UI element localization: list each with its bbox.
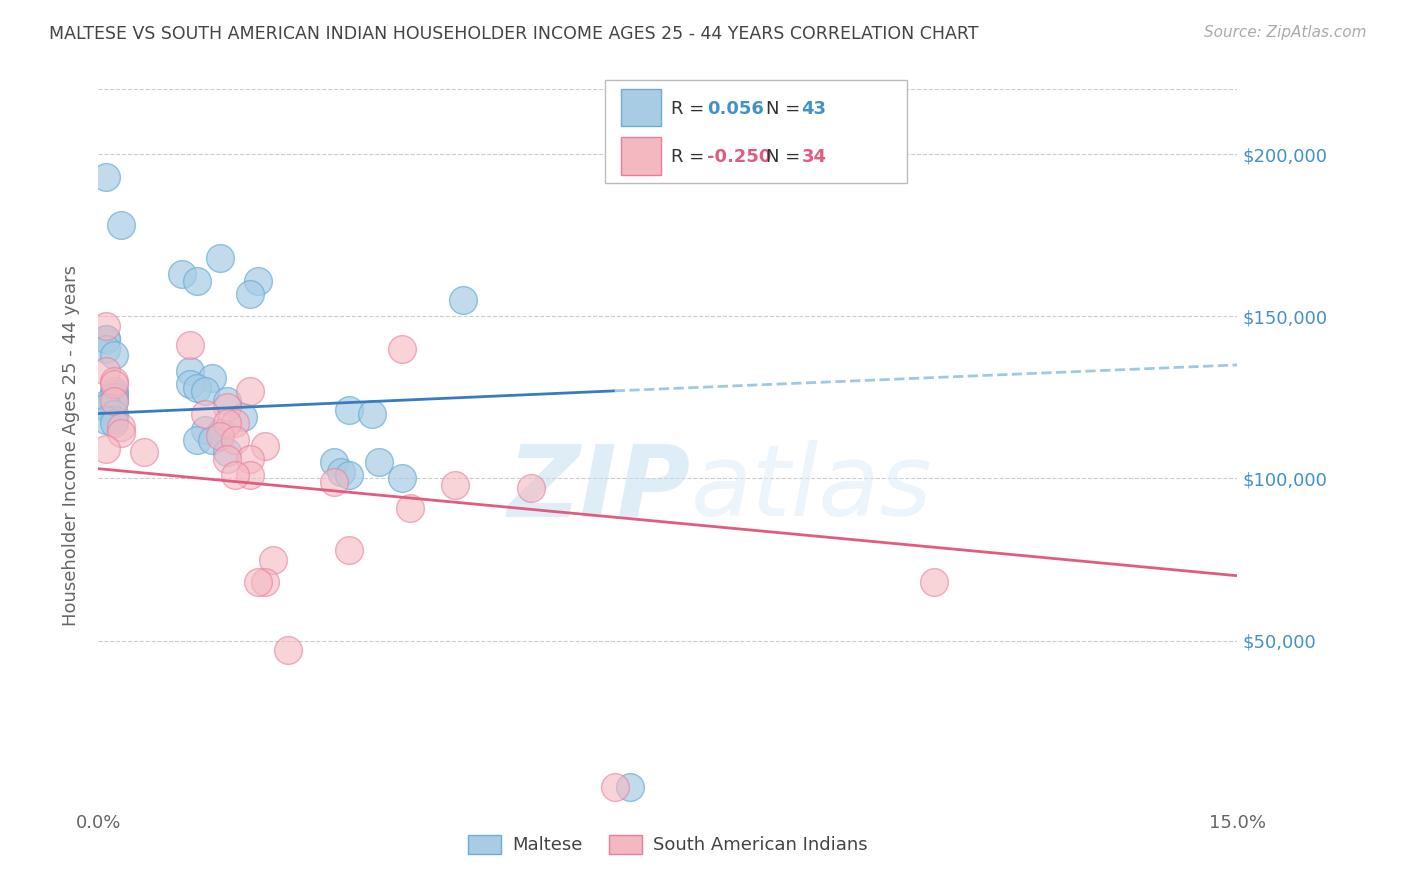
Point: [186, 433, 208, 447]
Legend: Maltese, South American Indians: Maltese, South American Indians: [461, 828, 875, 862]
Point: [110, 425, 132, 440]
Text: N =: N =: [766, 100, 806, 118]
Point: [110, 419, 132, 434]
Point: [103, 384, 125, 398]
Point: [619, 780, 641, 794]
Text: atlas: atlas: [690, 441, 932, 537]
Point: [186, 274, 208, 288]
Point: [391, 342, 413, 356]
Point: [217, 417, 239, 431]
Text: 43: 43: [801, 100, 827, 118]
Point: [201, 433, 224, 447]
Point: [103, 413, 125, 427]
Point: [94, 318, 117, 333]
Point: [94, 413, 117, 427]
Point: [103, 417, 125, 431]
Point: [94, 442, 117, 457]
Point: [201, 371, 224, 385]
Point: [520, 481, 543, 495]
Point: [337, 403, 360, 417]
Point: [451, 293, 474, 307]
Point: [103, 387, 125, 401]
Point: [186, 381, 208, 395]
Point: [398, 500, 420, 515]
Point: [444, 478, 467, 492]
Point: [103, 390, 125, 404]
Point: [254, 575, 277, 590]
Point: [224, 433, 246, 447]
Point: [179, 338, 201, 352]
Point: [94, 400, 117, 414]
Point: [217, 445, 239, 459]
Point: [391, 471, 413, 485]
Point: [239, 468, 262, 483]
Point: [208, 425, 231, 440]
Point: [208, 429, 231, 443]
Point: [194, 423, 217, 437]
Point: [337, 542, 360, 557]
Point: [239, 286, 262, 301]
Text: N =: N =: [766, 148, 806, 166]
Point: [239, 452, 262, 467]
Text: Source: ZipAtlas.com: Source: ZipAtlas.com: [1204, 25, 1367, 40]
Text: ZIP: ZIP: [508, 441, 690, 537]
Point: [246, 575, 269, 590]
Point: [103, 377, 125, 392]
Text: MALTESE VS SOUTH AMERICAN INDIAN HOUSEHOLDER INCOME AGES 25 - 44 YEARS CORRELATI: MALTESE VS SOUTH AMERICAN INDIAN HOUSEHO…: [49, 25, 979, 43]
Point: [322, 475, 344, 489]
Point: [246, 274, 269, 288]
Text: R =: R =: [671, 148, 710, 166]
Point: [224, 417, 246, 431]
Point: [254, 439, 277, 453]
Point: [224, 468, 246, 483]
Text: 34: 34: [801, 148, 827, 166]
Point: [103, 374, 125, 388]
Point: [103, 393, 125, 408]
Point: [360, 407, 382, 421]
Point: [94, 397, 117, 411]
Text: 0.056: 0.056: [707, 100, 763, 118]
Point: [94, 400, 117, 414]
Point: [239, 384, 262, 398]
Point: [337, 468, 360, 483]
Point: [368, 455, 391, 469]
Point: [603, 780, 626, 794]
Point: [208, 251, 231, 265]
Point: [94, 342, 117, 356]
Point: [277, 643, 299, 657]
Point: [217, 393, 239, 408]
Point: [922, 575, 945, 590]
Point: [179, 377, 201, 392]
Point: [194, 384, 217, 398]
Point: [110, 219, 132, 233]
Point: [103, 348, 125, 362]
Point: [232, 409, 254, 424]
Point: [94, 169, 117, 184]
Text: -0.250: -0.250: [707, 148, 772, 166]
Point: [94, 364, 117, 378]
Point: [194, 407, 217, 421]
Point: [94, 332, 117, 346]
Y-axis label: Householder Income Ages 25 - 44 years: Householder Income Ages 25 - 44 years: [62, 266, 80, 626]
Point: [217, 400, 239, 414]
Point: [170, 267, 193, 281]
Point: [132, 445, 155, 459]
Point: [94, 332, 117, 346]
Point: [217, 452, 239, 467]
Point: [322, 455, 344, 469]
Point: [179, 364, 201, 378]
Point: [103, 393, 125, 408]
Point: [103, 407, 125, 421]
Text: R =: R =: [671, 100, 710, 118]
Point: [262, 552, 284, 566]
Point: [330, 465, 353, 479]
